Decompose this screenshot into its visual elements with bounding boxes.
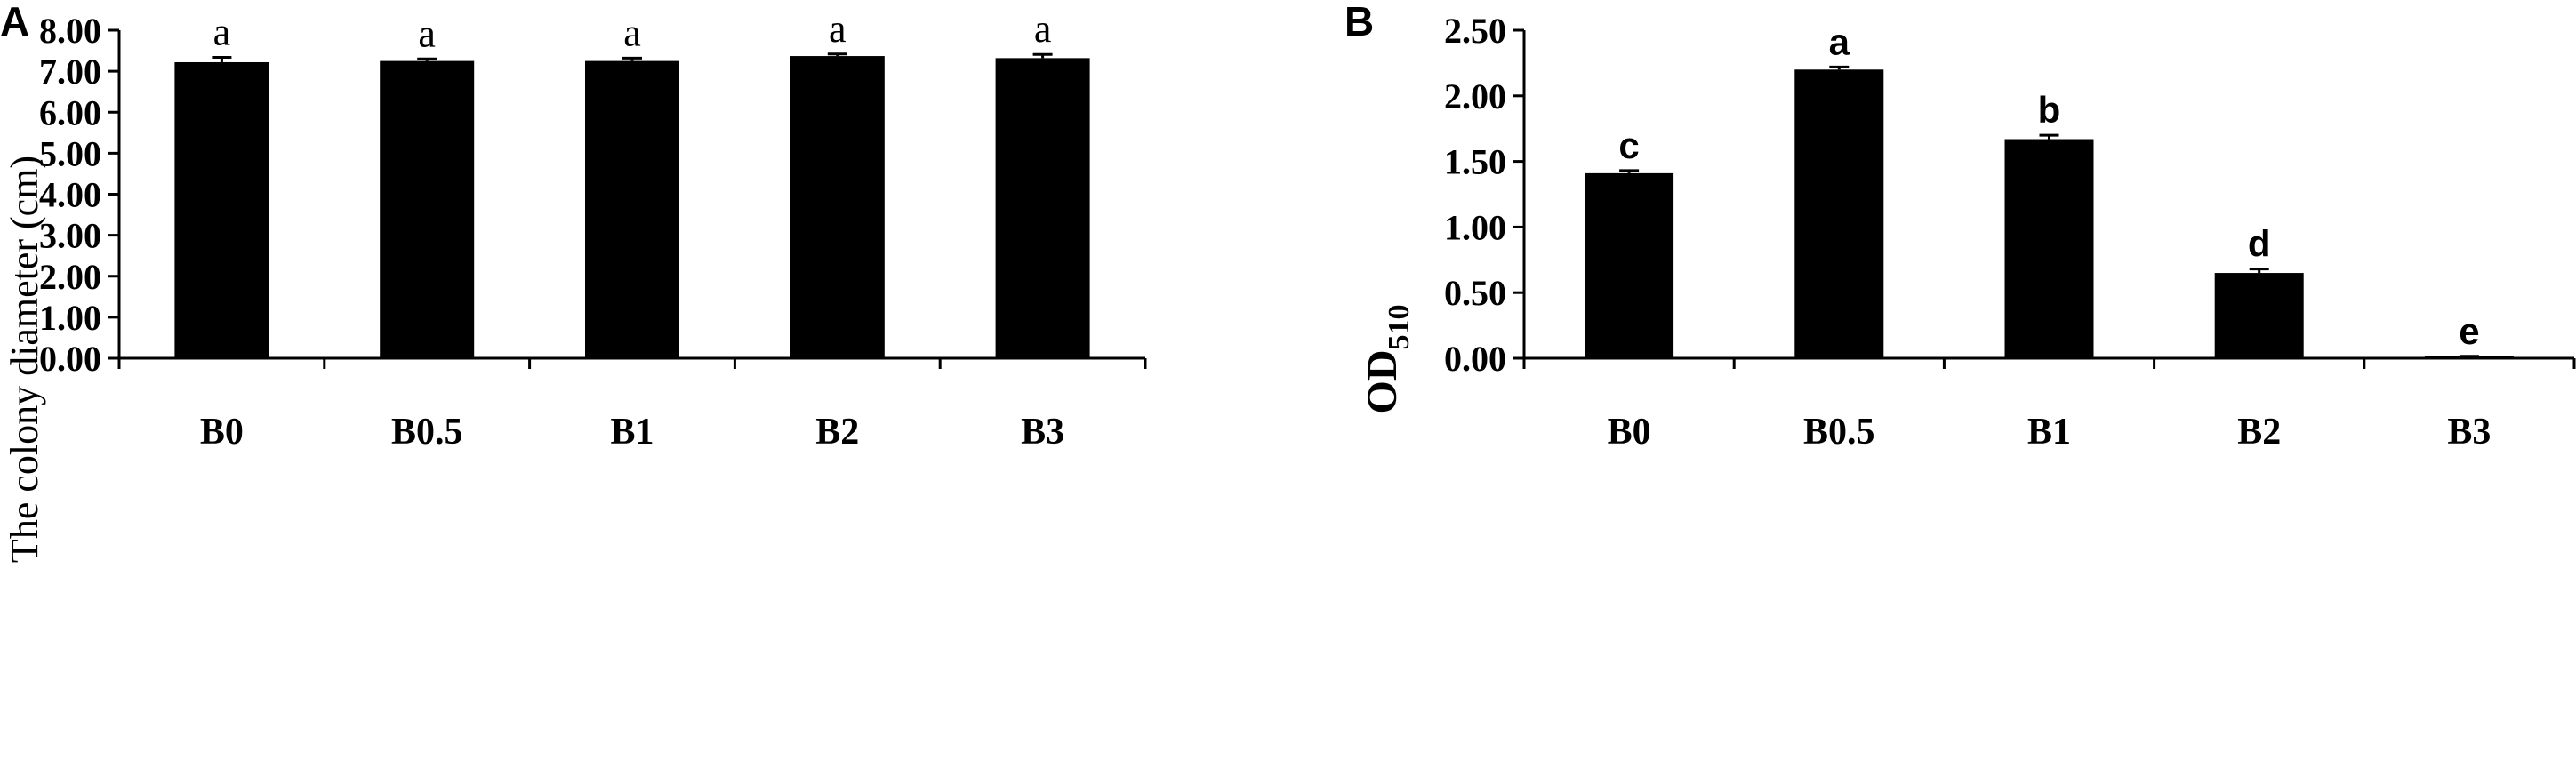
- y-tick-label: 1.00: [39, 298, 101, 338]
- y-tick-label: 0.00: [39, 339, 101, 379]
- plot-area-a: 0.001.002.003.004.005.006.007.008.00 a B0 a…: [39, 7, 1147, 453]
- y-tick-label: 2.00: [39, 257, 101, 297]
- category-label-B0.5: B0.5: [1803, 412, 1875, 453]
- y-tick-label: 0.00: [1444, 339, 1506, 379]
- panel-letter-a: A: [0, 0, 29, 44]
- bar-B0: [174, 61, 269, 358]
- significance-label-B2: a: [829, 7, 847, 51]
- y-tick-label: 2.50: [1444, 11, 1506, 51]
- plot-area-b: 0.00 0.50 1.00 1.50 2.00 2.50 c B0 a B0.5 b B1 d B2 e B…: [1444, 11, 2576, 453]
- y-tick-label: 7.00: [39, 52, 101, 92]
- category-label-B0.5: B0.5: [391, 412, 463, 453]
- significance-label-B0: c: [1618, 124, 1639, 166]
- chart-panel-a: A The colony diameter (cm) 0.001.002.003…: [0, 0, 1147, 563]
- y-tick-label: 3.00: [39, 216, 101, 256]
- significance-label-B1: a: [623, 11, 641, 54]
- significance-label-B0: a: [213, 10, 231, 53]
- bar-B2: [2214, 273, 2304, 358]
- y-tick-label: 5.00: [39, 133, 101, 173]
- y-tick-label: 8.00: [39, 11, 101, 51]
- significance-label-B2: d: [2248, 223, 2271, 265]
- y-tick-label: 2.00: [1444, 76, 1506, 116]
- bar-B3: [995, 58, 1090, 359]
- bar-B2: [790, 56, 885, 359]
- bar-B1: [585, 60, 679, 358]
- category-label-B3: B3: [1021, 412, 1064, 453]
- y-axis-label-b-main: OD: [1359, 350, 1406, 414]
- y-tick-label: 6.00: [39, 92, 101, 132]
- y-axis-label-a: The colony diameter (cm): [3, 156, 46, 563]
- y-axis-label-b: OD510: [1359, 305, 1416, 414]
- panel-letter-b: B: [1344, 0, 1374, 44]
- y-tick-label: 4.00: [39, 175, 101, 215]
- category-label-B1: B1: [2027, 412, 2071, 453]
- category-label-B3: B3: [2447, 412, 2491, 453]
- category-label-B2: B2: [2237, 412, 2281, 453]
- significance-label-B0.5: a: [418, 12, 436, 55]
- category-label-B1: B1: [610, 412, 654, 453]
- y-tick-label: 1.00: [1444, 207, 1506, 247]
- significance-label-B3: a: [1034, 7, 1052, 51]
- y-tick-label: 1.50: [1444, 142, 1506, 182]
- category-label-B0: B0: [1608, 412, 1651, 453]
- category-label-B2: B2: [815, 412, 859, 453]
- chart-panel-b: B OD510 0.00 0.50 1.00 1.50 2.00 2.50 c B0 a B0.5…: [1344, 0, 2576, 453]
- significance-label-B1: b: [2038, 89, 2061, 131]
- significance-label-B3: e: [2459, 310, 2479, 352]
- bar-B0.5: [1794, 69, 1884, 358]
- bar-B1: [2004, 139, 2094, 358]
- bar-B0.5: [380, 60, 475, 358]
- y-tick-label: 0.50: [1444, 273, 1506, 313]
- y-axis-label-b-subscript: 510: [1383, 305, 1416, 350]
- significance-label-B0.5: a: [1829, 20, 1850, 62]
- bar-B0: [1585, 172, 1674, 358]
- category-label-B0: B0: [200, 412, 244, 453]
